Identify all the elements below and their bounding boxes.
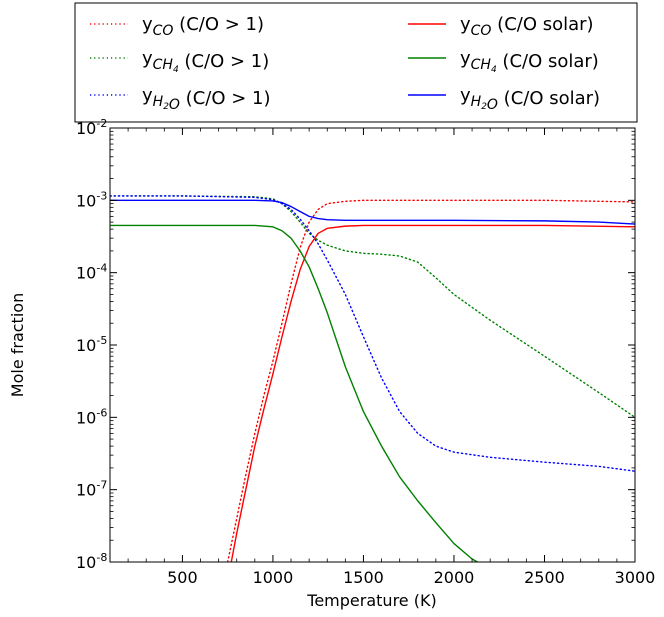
x-axis-label: Temperature (K) [306, 591, 436, 610]
x-tick-label: 1500 [343, 568, 384, 587]
series-line-ch4-co-gt-1 [110, 195, 635, 419]
legend-frame [74, 2, 638, 123]
legend-label: yH2O (C/O solar) [460, 85, 600, 113]
series-line-ch4-solar [110, 224, 479, 562]
legend-label: yCO (C/O > 1) [142, 14, 264, 39]
y-tick-label: 10-3 [76, 189, 107, 210]
series-line-h2o-co-gt-1 [110, 195, 635, 472]
legend-label: yCH4 (C/O solar) [460, 48, 599, 75]
legend: yCO (C/O > 1) yCH4 (C/O > 1) yH2O (C/O > 1… [74, 2, 638, 123]
x-tick-label: 2000 [434, 568, 475, 587]
x-tick-label: 500 [167, 568, 198, 587]
plot-area: 500 1000 1500 2000 2500 3000 10-8 10-7 10-6 10-5 1… [76, 117, 655, 587]
legend-label: yCO (C/O solar) [460, 14, 594, 39]
series-line-co-solar [230, 224, 635, 562]
y-axis-label: Mole fraction [8, 293, 27, 397]
legend-item-ch4-co-gt-1: yCH4 (C/O > 1) [90, 48, 269, 75]
y-tick-label: 10-6 [76, 406, 107, 427]
y-tick-label: 10-4 [76, 262, 107, 283]
legend-item-h2o-solar: yH2O (C/O solar) [408, 85, 600, 113]
plot-frame [109, 127, 636, 563]
x-tick-label: 2500 [524, 568, 565, 587]
y-tick-label: 10-5 [76, 334, 107, 355]
y-tick-label: 10-8 [76, 551, 107, 572]
y-tick-label: 10-7 [76, 479, 107, 500]
legend-item-ch4-solar: yCH4 (C/O solar) [408, 48, 599, 75]
legend-label: yH2O (C/O > 1) [142, 85, 271, 113]
legend-item-h2o-co-gt-1: yH2O (C/O > 1) [90, 85, 271, 113]
x-tick-label: 3000 [615, 568, 656, 587]
y-tick-label: 10-2 [76, 117, 107, 138]
series-line-h2o-solar [110, 199, 635, 225]
legend-item-co-co-gt-1: yCO (C/O > 1) [90, 14, 264, 39]
series-line-co-co-gt-1 [226, 199, 635, 562]
legend-label: yCH4 (C/O > 1) [142, 48, 269, 75]
x-tick-label: 1000 [253, 568, 294, 587]
legend-item-co-solar: yCO (C/O solar) [408, 14, 594, 39]
